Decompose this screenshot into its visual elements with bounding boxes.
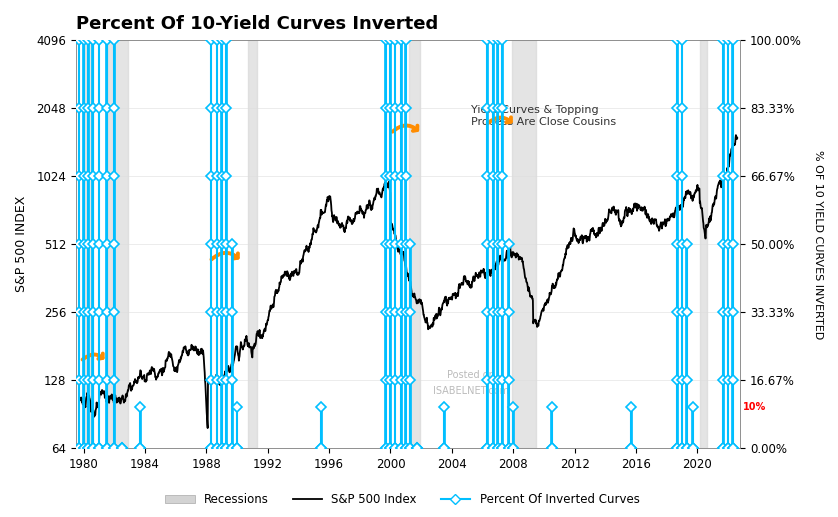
Legend: Recessions, S&P 500 Index, Percent Of Inverted Curves: Recessions, S&P 500 Index, Percent Of In…	[160, 489, 644, 511]
S&P 500 Index	[378, 186, 388, 192]
S&P 500 Index	[75, 397, 85, 403]
Bar	[409, 40, 420, 448]
Text: Posted on: Posted on	[447, 370, 495, 380]
S&P 500 Index	[109, 398, 119, 404]
S&P 500 Index	[731, 132, 741, 138]
Text: 10%: 10%	[742, 402, 766, 413]
Bar	[108, 40, 128, 448]
S&P 500 Index	[593, 233, 603, 239]
Line: S&P 500 Index: S&P 500 Index	[80, 135, 737, 428]
S&P 500 Index	[203, 425, 213, 431]
S&P 500 Index	[713, 181, 723, 187]
Bar	[84, 40, 93, 448]
Bar	[248, 40, 257, 448]
Y-axis label: S&P 500 INDEX: S&P 500 INDEX	[15, 196, 28, 293]
S&P 500 Index	[713, 182, 723, 188]
Bar	[512, 40, 536, 448]
Y-axis label: % OF 10 YIELD CURVES INVERTED: % OF 10 YIELD CURVES INVERTED	[813, 149, 823, 339]
S&P 500 Index	[732, 135, 742, 141]
S&P 500 Index	[396, 250, 406, 256]
Text: Percent Of 10-Yield Curves Inverted: Percent Of 10-Yield Curves Inverted	[76, 15, 438, 33]
Bar	[701, 40, 706, 448]
Text: ISABELNET.com: ISABELNET.com	[433, 386, 510, 396]
Text: Yield Curves & Topping
Process Are Close Cousins: Yield Curves & Topping Process Are Close…	[471, 105, 617, 127]
